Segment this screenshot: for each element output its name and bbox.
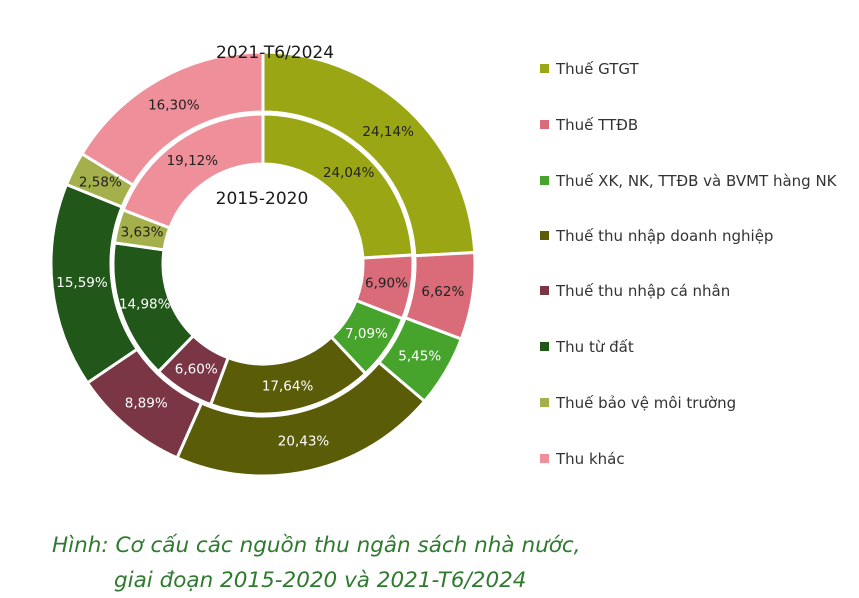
legend-swatch	[540, 176, 549, 185]
legend-swatch	[540, 231, 549, 240]
legend-swatch	[540, 342, 549, 351]
inner-slice-label-7: 3,63%	[121, 224, 164, 240]
outer-slice-label-6: 15,59%	[56, 275, 108, 291]
inner-slice-label-6: 14,98%	[119, 296, 171, 312]
legend-label: Thuế thu nhập cá nhân	[556, 282, 731, 300]
outer-slice-label-7: 2,58%	[79, 174, 122, 190]
legend-label: Thuế TTĐB	[556, 116, 639, 134]
legend-label: Thuế XK, NK, TTĐB và BVMT hàng NK	[556, 172, 837, 190]
inner-slice-label-5: 6,60%	[175, 362, 218, 378]
legend-swatch	[540, 398, 549, 407]
legend-swatch	[540, 64, 549, 73]
inner-ring-title: 2015-2020	[216, 189, 309, 209]
donut-slices	[49, 50, 477, 478]
legend-swatch	[540, 286, 549, 295]
caption-line-1: Hình: Cơ cấu các nguồn thu ngân sách nhà…	[52, 533, 581, 558]
outer-slice-label-3: 5,45%	[398, 348, 441, 364]
outer-ring-title: 2021-T6/2024	[216, 43, 334, 63]
outer-slice-label-5: 8,89%	[125, 396, 168, 412]
legend-label: Thu từ đất	[556, 338, 634, 356]
inner-slice-8	[121, 112, 265, 230]
legend-swatch	[540, 120, 549, 129]
outer-slice-label-4: 20,43%	[278, 433, 330, 449]
legend-label: Thuế GTGT	[556, 60, 639, 78]
figure-caption: Hình: Cơ cấu các nguồn thu ngân sách nhà…	[52, 528, 581, 598]
outer-slice-label-2: 6,62%	[421, 284, 464, 300]
inner-slice-label-4: 17,64%	[262, 379, 314, 395]
inner-slice-label-2: 6,90%	[365, 275, 408, 291]
legend-swatch	[540, 454, 549, 463]
donut-chart: 24,14% 6,62% 5,45% 20,43% 8,89% 15,59% 2,58% 16…	[49, 43, 477, 478]
inner-slice-label-8: 19,12%	[167, 153, 219, 169]
legend-label: Thuế bảo vệ môi trường	[556, 394, 737, 412]
inner-slice-label-1: 24,04%	[323, 165, 375, 181]
legend-label: Thuế thu nhập doanh nghiệp	[556, 227, 774, 245]
inner-slice-label-3: 7,09%	[345, 326, 388, 342]
outer-slice-label-1: 24,14%	[362, 124, 414, 140]
slice-labels: 24,14% 6,62% 5,45% 20,43% 8,89% 15,59% 2,58% 16…	[56, 97, 464, 449]
outer-slice-label-8: 16,30%	[148, 97, 200, 113]
caption-line-2: giai đoạn 2015-2020 và 2021-T6/2024	[114, 568, 527, 593]
outer-slice-8	[79, 50, 265, 188]
legend-label: Thu khác	[556, 450, 625, 468]
